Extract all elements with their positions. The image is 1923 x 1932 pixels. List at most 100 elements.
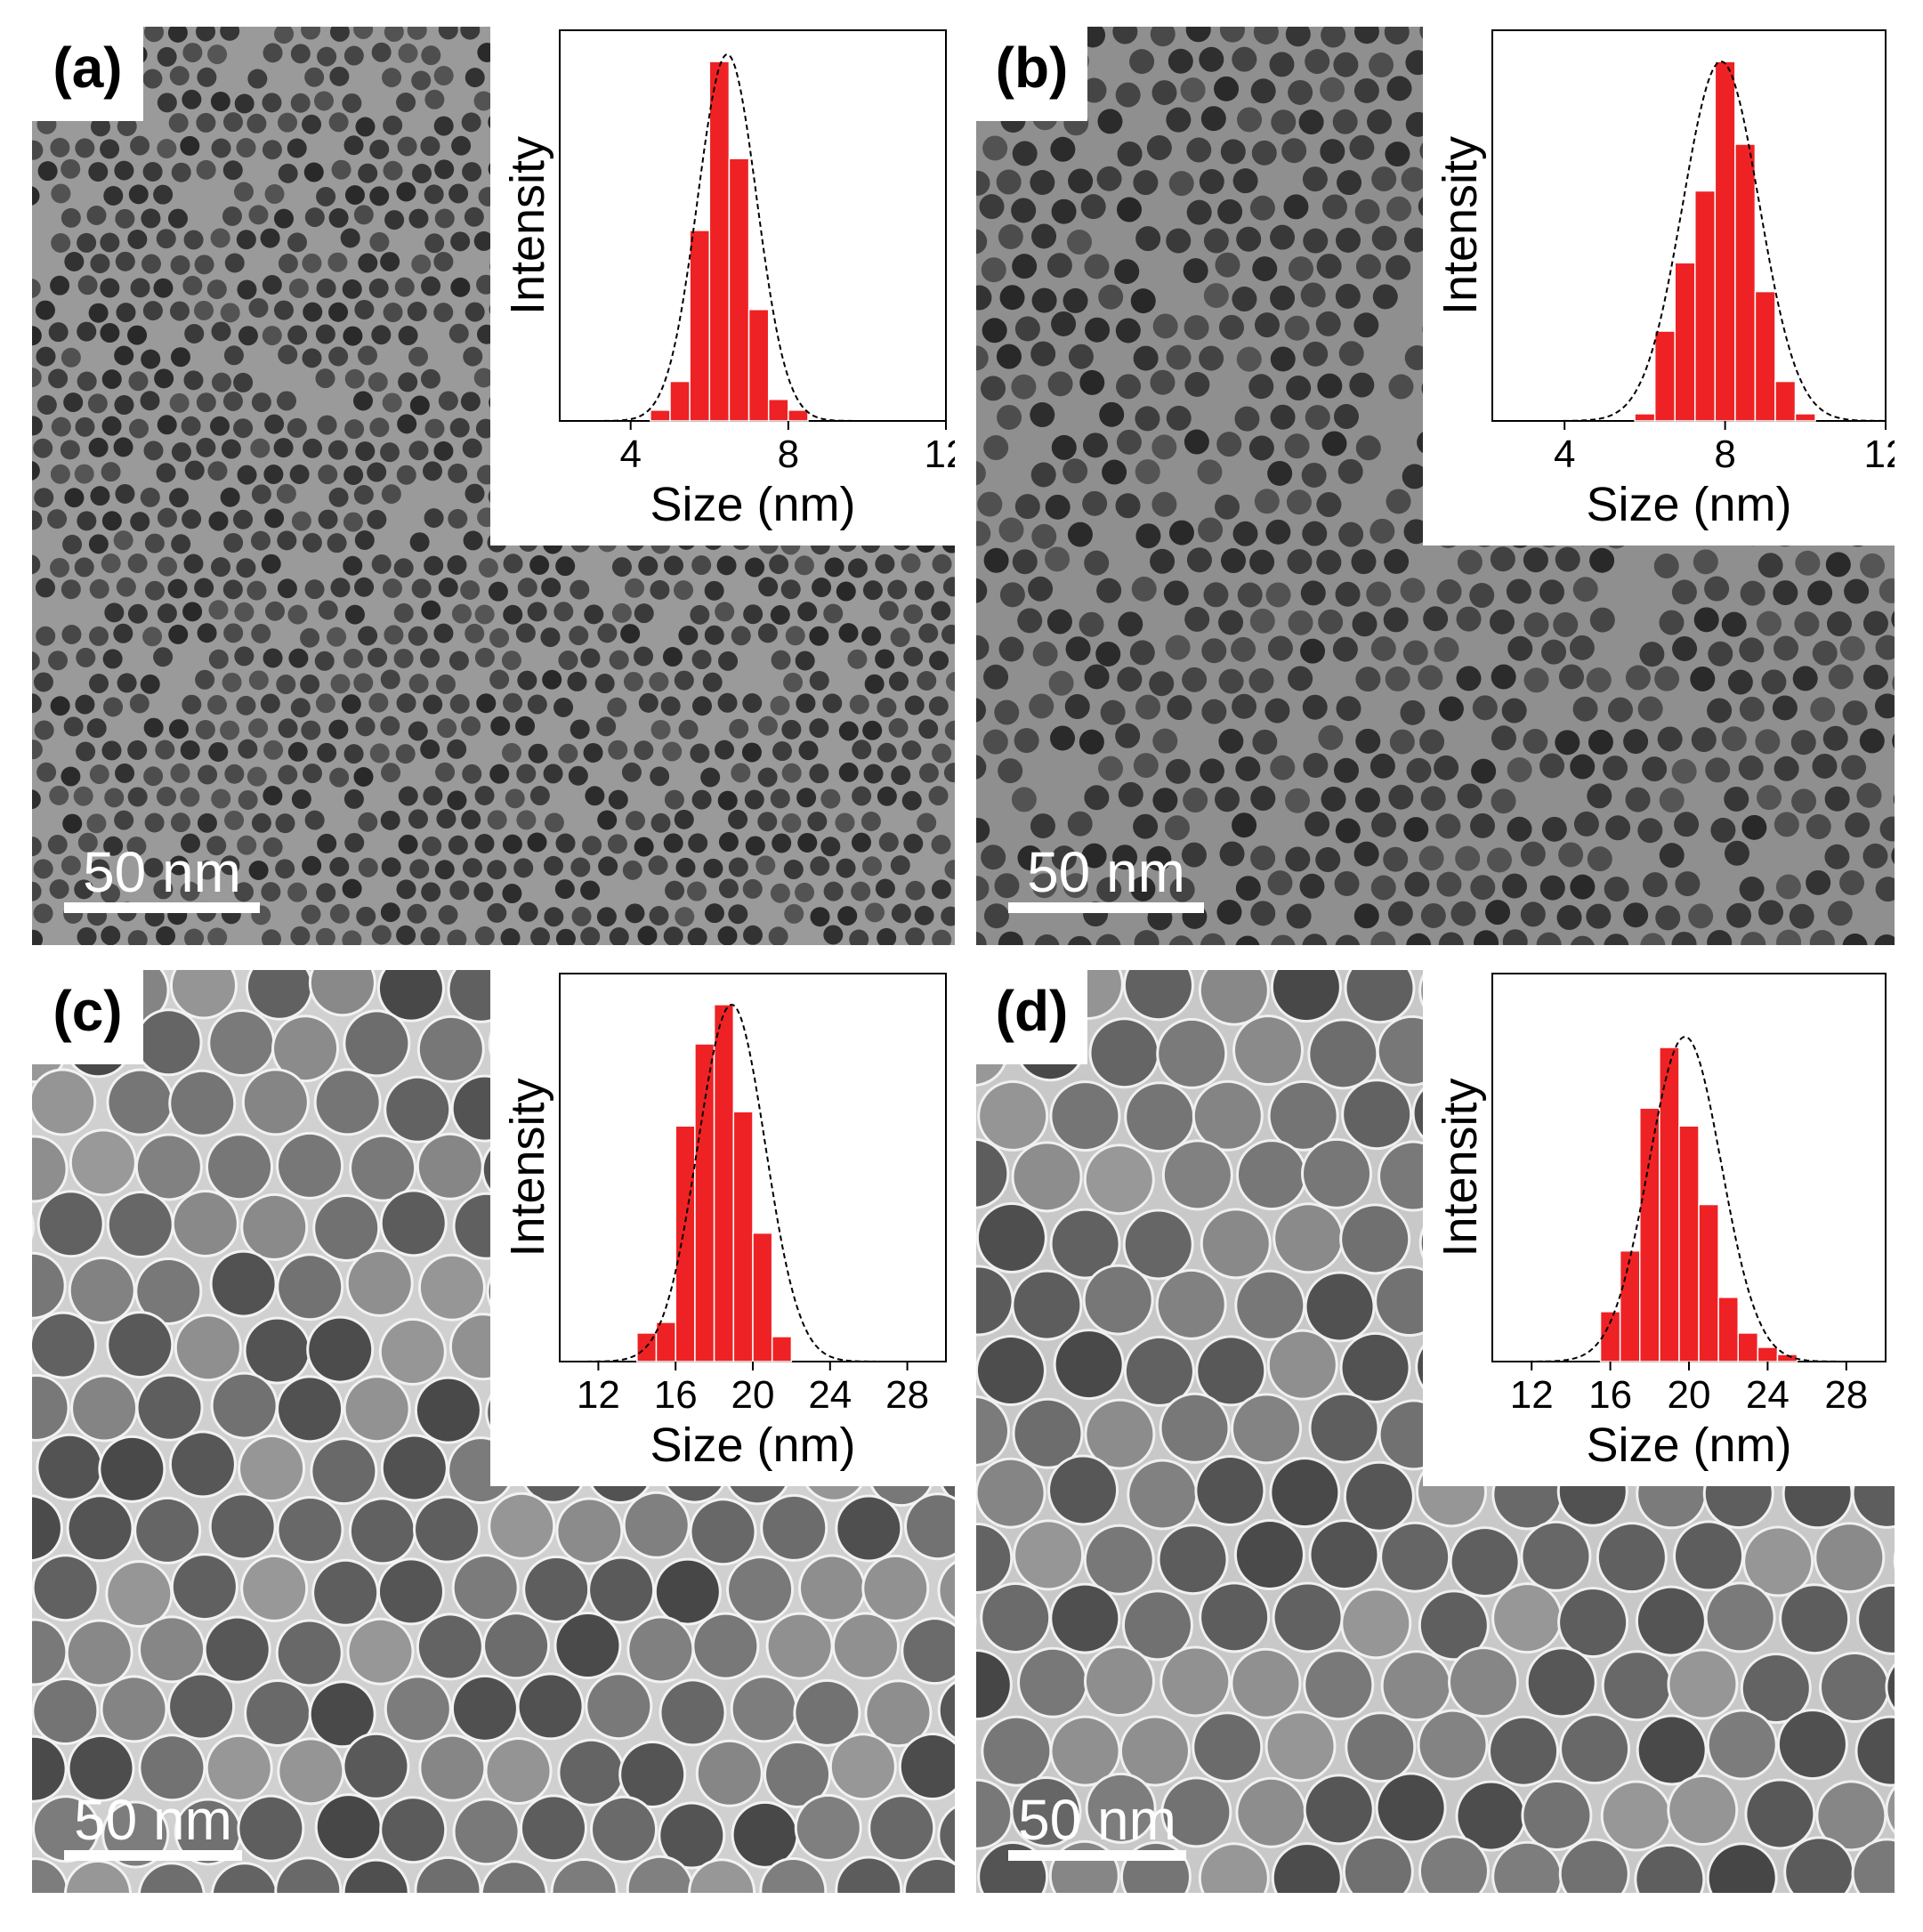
nanoparticle <box>976 170 990 196</box>
nanoparticle <box>369 139 390 159</box>
nanoparticle <box>303 438 323 458</box>
nanoparticle <box>88 303 109 323</box>
nanoparticle <box>71 1131 134 1194</box>
nanoparticle <box>580 926 601 945</box>
nanoparticle <box>278 1621 341 1685</box>
nanoparticle <box>36 395 57 416</box>
nanoparticle <box>130 278 150 298</box>
nanoparticle <box>1818 1782 1885 1849</box>
nanoparticle <box>144 533 165 554</box>
nanoparticle <box>1438 696 1464 722</box>
nanoparticle <box>182 89 202 109</box>
nanoparticle <box>1435 813 1461 839</box>
nanoparticle <box>487 860 507 880</box>
nanoparticle <box>290 93 311 113</box>
nanoparticle <box>1014 1400 1081 1467</box>
nanoparticle <box>1320 77 1345 102</box>
nanoparticle <box>1304 1140 1370 1207</box>
nanoparticle <box>113 623 133 643</box>
nanoparticle <box>223 532 244 553</box>
gaussian-fit-curve <box>560 1003 946 1362</box>
nanoparticle <box>1506 578 1531 604</box>
nanoparticle <box>278 254 298 274</box>
nanoparticle <box>1216 899 1242 925</box>
nanoparticle <box>419 1017 482 1080</box>
nanoparticle <box>797 832 818 853</box>
nanoparticle <box>1539 753 1565 779</box>
nanoparticle <box>207 44 228 65</box>
nanoparticle <box>1775 874 1801 900</box>
nanoparticle <box>144 580 165 601</box>
nanoparticle <box>420 739 440 759</box>
nanoparticle <box>1353 312 1379 338</box>
nanoparticle <box>128 371 149 392</box>
nanoparticle <box>169 301 190 321</box>
nanoparticle <box>1816 1524 1883 1591</box>
nanoparticle <box>1491 788 1516 814</box>
histogram-bar <box>747 309 770 422</box>
nanoparticle <box>983 903 1009 929</box>
nanoparticle <box>1067 521 1093 547</box>
nanoparticle <box>1200 1845 1267 1893</box>
nanoparticle <box>1604 934 1629 945</box>
nanoparticle <box>1199 46 1224 72</box>
nanoparticle <box>1100 699 1126 725</box>
size-histogram-d: 12 16 20 24 28 Size (nm) Intensity <box>1423 970 1895 1486</box>
nanoparticle <box>944 860 955 880</box>
nanoparticle <box>1095 934 1121 945</box>
nanoparticle <box>1050 1457 1117 1524</box>
nanoparticle <box>1707 1584 1774 1651</box>
nanoparticle <box>1335 581 1361 607</box>
nanoparticle <box>61 855 81 876</box>
nanoparticle <box>1150 369 1176 395</box>
nanoparticle <box>795 882 815 902</box>
nanoparticle <box>291 511 311 531</box>
nanoparticle <box>341 694 361 715</box>
nanoparticle <box>418 1135 481 1198</box>
nanoparticle <box>314 651 335 671</box>
histogram-bar <box>1754 290 1776 422</box>
nanoparticle <box>344 185 365 206</box>
nanoparticle <box>1826 611 1852 637</box>
nanoparticle <box>1333 404 1359 430</box>
nanoparticle <box>822 693 843 714</box>
nanoparticle <box>300 674 320 694</box>
nanoparticle <box>772 833 792 853</box>
nanoparticle <box>1020 1649 1087 1716</box>
nanoparticle <box>77 832 98 853</box>
nanoparticle <box>1383 846 1409 872</box>
nanoparticle <box>731 763 751 783</box>
nanoparticle <box>287 417 307 438</box>
nanoparticle <box>144 812 165 833</box>
nanoparticle <box>447 739 467 759</box>
y-axis-label: Intensity <box>1434 136 1487 315</box>
nanoparticle <box>1133 753 1159 779</box>
histogram-bar <box>1774 380 1797 422</box>
nanoparticle <box>983 435 1009 461</box>
histogram-bar <box>1717 1297 1739 1362</box>
nanoparticle <box>781 812 802 833</box>
nanoparticle <box>101 554 121 574</box>
nanoparticle <box>1219 841 1245 867</box>
nanoparticle <box>101 884 121 904</box>
nanoparticle <box>1353 903 1379 929</box>
nanoparticle <box>1287 549 1313 575</box>
nanoparticle <box>976 578 988 603</box>
nanoparticle <box>234 93 255 114</box>
nanoparticle <box>1321 431 1347 457</box>
nanoparticle <box>1202 1210 1269 1277</box>
nanoparticle <box>87 393 108 414</box>
size-histogram-c: 12 16 20 24 28 Size (nm) Intensity <box>490 970 955 1486</box>
nanoparticle <box>222 391 243 411</box>
nanoparticle <box>32 1254 64 1317</box>
nanoparticle <box>1659 843 1685 869</box>
nanoparticle <box>264 184 285 205</box>
nanoparticle <box>762 1859 825 1893</box>
nanoparticle <box>1052 1210 1119 1277</box>
nanoparticle <box>76 741 96 762</box>
nanoparticle <box>1270 285 1296 311</box>
nanoparticle <box>625 1493 688 1556</box>
nanoparticle <box>1893 794 1895 805</box>
nanoparticle <box>1637 696 1663 722</box>
nanoparticle <box>1084 785 1110 811</box>
